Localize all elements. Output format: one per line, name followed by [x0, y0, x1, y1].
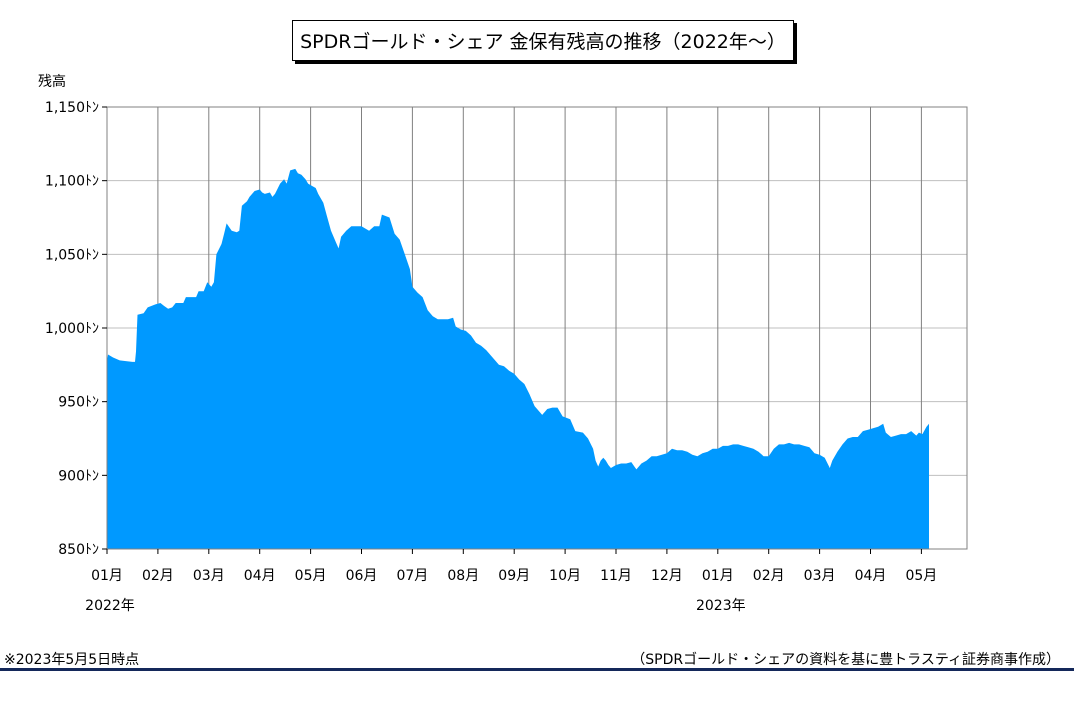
x-tick-label: 02月 — [753, 568, 785, 584]
x-tick-label: 01月 — [91, 568, 123, 584]
year-label: 2023年 — [696, 598, 746, 614]
chart-title: SPDRゴールド・シェア 金保有残高の推移（2022年～） — [292, 20, 794, 61]
x-tick-label: 04月 — [244, 568, 276, 584]
x-tick-label: 06月 — [346, 568, 378, 584]
y-tick-label: 1,000ﾄﾝ — [45, 321, 99, 337]
y-tick-label: 1,100ﾄﾝ — [45, 174, 99, 190]
y-tick-label: 950ﾄﾝ — [58, 395, 99, 411]
x-tick-label: 05月 — [295, 568, 327, 584]
x-tick-label: 05月 — [905, 568, 937, 584]
bottom-rule — [0, 668, 1074, 671]
x-tick-label: 07月 — [396, 568, 428, 584]
y-tick-label: 1,150ﾄﾝ — [45, 100, 99, 116]
x-tick-label: 03月 — [193, 568, 225, 584]
holdings-area — [107, 168, 929, 549]
source-note: （SPDRゴールド・シェアの資料を基に豊トラスティ証券商事作成） — [631, 652, 1060, 668]
axis-layer: 850ﾄﾝ 900ﾄﾝ 950ﾄﾝ 1,000ﾄﾝ 1,050ﾄﾝ 1,100ﾄﾝ 1,15… — [45, 100, 937, 614]
y-axis-label: 残高 — [38, 73, 66, 90]
x-tick-label: 03月 — [804, 568, 836, 584]
x-tick-label: 04月 — [855, 568, 887, 584]
x-tick-label: 02月 — [142, 568, 174, 584]
x-tick-label: 01月 — [702, 568, 734, 584]
footnote: ※2023年5月5日時点 — [4, 652, 140, 668]
y-tick-label: 850ﾄﾝ — [58, 542, 99, 558]
year-label: 2022年 — [85, 598, 135, 614]
y-tick-label: 1,050ﾄﾝ — [45, 247, 99, 263]
x-tick-label: 11月 — [600, 568, 632, 584]
x-tick-label: 10月 — [549, 568, 581, 584]
x-tick-label: 12月 — [651, 568, 683, 584]
y-tick-label: 900ﾄﾝ — [58, 468, 99, 484]
x-tick-label: 09月 — [498, 568, 530, 584]
x-tick-label: 08月 — [447, 568, 479, 584]
